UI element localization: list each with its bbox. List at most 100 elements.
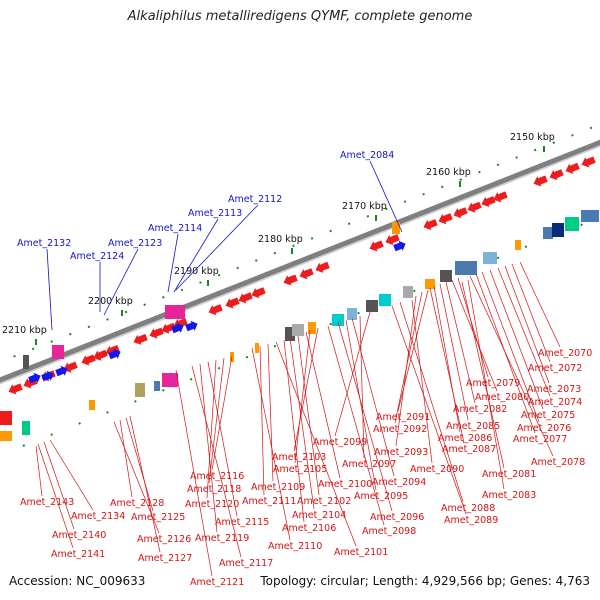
feature-box [52, 345, 64, 359]
lower-label-leader [49, 439, 94, 511]
lower-gene-label: Amet_2077 [513, 434, 567, 445]
lower-gene-label: Amet_2079 [466, 378, 520, 389]
lower-gene-label: Amet_2100 [318, 479, 372, 490]
lower-label-leader [504, 265, 550, 384]
lower-gene-label: Amet_2082 [453, 404, 507, 415]
lower-label-leader [207, 361, 238, 517]
reverse-gene-arrow [185, 320, 198, 332]
lower-gene-label: Amet_2094 [372, 477, 426, 488]
lower-label-leader [208, 357, 225, 484]
lower-gene-label: Amet_2091 [376, 412, 430, 423]
feature-box [0, 431, 12, 441]
lower-label-leader [293, 327, 319, 452]
lower-gene-label: Amet_2088 [441, 503, 495, 514]
lower-gene-label: Amet_2072 [528, 363, 582, 374]
feature-box [392, 222, 400, 234]
lower-label-leader [397, 289, 429, 412]
forward-gene-arrow [149, 327, 164, 339]
forward-gene-arrow [493, 191, 508, 203]
upper-label-leader [175, 204, 259, 291]
genome-stats-label: Topology: circular; Length: 4,929,566 bp… [260, 574, 590, 588]
upper-gene-label: Amet_2112 [228, 194, 282, 205]
lower-gene-label: Amet_2081 [482, 469, 536, 480]
lower-gene-label: Amet_2093 [374, 447, 428, 458]
lower-gene-label: Amet_2120 [185, 499, 239, 510]
feature-box [425, 279, 435, 289]
feature-box [565, 217, 579, 231]
scale-label: 2170 kbp [342, 201, 387, 212]
feature-box [552, 223, 564, 237]
lower-label-leader [457, 277, 489, 378]
lower-gene-label: Amet_2070 [538, 348, 592, 359]
lower-label-leader [35, 445, 43, 497]
scale-label: 2190 kbp [174, 266, 219, 277]
feature-box [455, 261, 477, 275]
forward-gene-arrow [161, 322, 176, 334]
lower-label-leader [433, 285, 461, 433]
backbone-shadow [0, 143, 600, 385]
lower-gene-label: Amet_2110 [268, 541, 322, 552]
forward-gene-arrow [8, 383, 23, 395]
lower-label-leader [297, 335, 320, 496]
lower-label-leader [199, 363, 218, 533]
feature-box [255, 343, 259, 353]
feature-box [403, 286, 413, 298]
upper-gene-label: Amet_2113 [188, 208, 242, 219]
lower-label-leader [451, 279, 498, 392]
figure-title: Alkaliphilus metalliredigens QYMF, compl… [127, 9, 473, 24]
reverse-gene-arrow [28, 372, 41, 384]
feature-box [292, 324, 304, 336]
upper-gene-label: Amet_2114 [148, 223, 202, 234]
forward-gene-arrow [299, 268, 314, 280]
upper-gene-label: Amet_2084 [340, 150, 394, 161]
lower-label-leader [37, 443, 74, 549]
lower-gene-label: Amet_2121 [190, 577, 244, 588]
forward-gene-arrow [453, 207, 468, 219]
lower-gene-label: Amet_2116 [190, 471, 244, 482]
lower-gene-label: Amet_2126 [137, 534, 191, 545]
lower-label-leader [394, 291, 423, 424]
upper-gene-label: Amet_2123 [108, 238, 162, 249]
lower-gene-label: Amet_2125 [131, 512, 185, 523]
lower-gene-label: Amet_2111 [242, 496, 296, 507]
feature-box [379, 294, 391, 306]
lower-gene-label: Amet_2073 [527, 384, 581, 395]
lower-label-leader [511, 263, 551, 363]
lower-gene-label: Amet_2115 [215, 517, 269, 528]
lower-label-leader [43, 441, 75, 530]
lower-gene-label: Amet_2101 [334, 547, 388, 558]
lower-label-leader [399, 301, 464, 503]
lower-gene-label: Amet_2118 [187, 484, 241, 495]
lower-label-leader [439, 283, 469, 421]
lower-gene-label: Amet_2092 [373, 424, 427, 435]
forward-gene-arrow [251, 287, 266, 299]
feature-box [165, 305, 185, 319]
lower-gene-label: Amet_2104 [292, 510, 346, 521]
feature-box [347, 308, 357, 320]
lower-label-leader [395, 295, 417, 447]
lower-gene-label: Amet_2102 [297, 496, 351, 507]
lower-label-leader [175, 369, 213, 577]
forward-gene-arrow [549, 169, 564, 181]
feature-box [0, 411, 12, 425]
scale-label: 2200 kbp [88, 296, 133, 307]
lower-label-leader [461, 281, 505, 469]
lower-label-leader [411, 299, 433, 464]
upper-label-leader [173, 218, 219, 293]
feature-box [89, 400, 95, 410]
upper-label-leader [369, 160, 403, 233]
scale-label: 2180 kbp [258, 234, 303, 245]
forward-gene-arrow [533, 175, 548, 187]
lower-label-leader [129, 415, 161, 553]
feature-box [285, 327, 295, 341]
lower-label-leader [289, 337, 315, 510]
reverse-gene-arrow [41, 370, 54, 382]
lower-gene-label: Amet_2080 [475, 392, 529, 403]
lower-gene-label: Amet_2127 [138, 553, 192, 564]
lower-label-leader [429, 287, 465, 444]
upper-gene-label: Amet_2124 [70, 251, 124, 262]
lower-gene-label: Amet_2134 [71, 511, 125, 522]
forward-gene-arrow [81, 354, 96, 366]
feature-box [483, 252, 497, 264]
lower-gene-label: Amet_2140 [52, 530, 106, 541]
